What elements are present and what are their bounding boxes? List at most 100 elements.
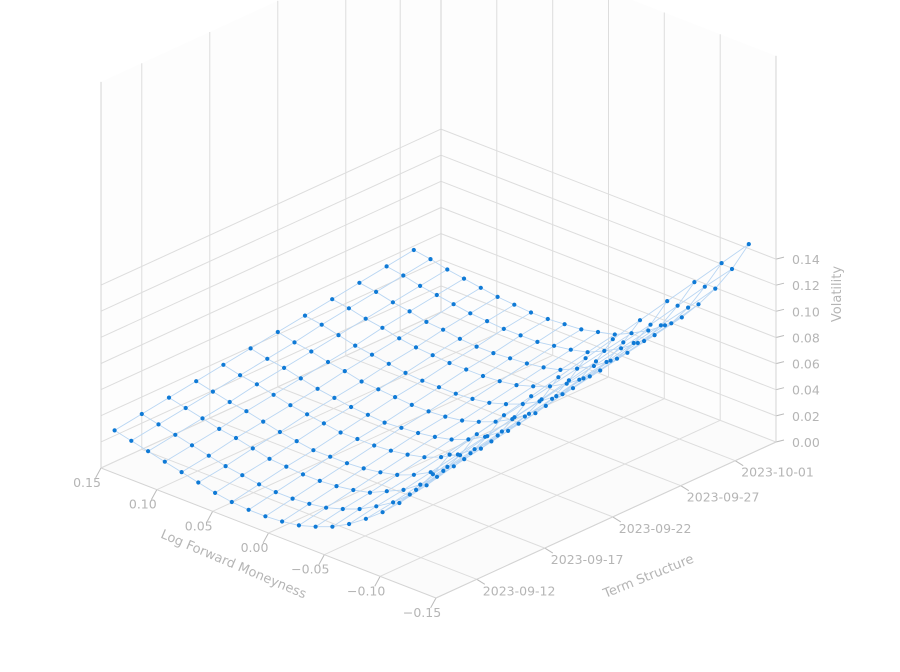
z-tick-label: 0.04	[792, 383, 820, 398]
data-point	[374, 289, 379, 294]
data-point	[422, 455, 427, 460]
z-gridline-right	[440, 207, 777, 338]
data-point	[434, 474, 440, 479]
data-point	[277, 429, 282, 435]
data-point	[265, 356, 270, 361]
z-tick-mark	[775, 308, 785, 312]
data-point	[631, 340, 636, 346]
data-point	[397, 336, 402, 341]
data-point	[309, 349, 314, 354]
data-point	[608, 358, 613, 363]
data-point	[221, 362, 226, 367]
data-point	[374, 504, 379, 509]
data-point	[325, 359, 331, 365]
y-tick-mark	[734, 460, 744, 467]
data-point	[280, 519, 285, 524]
data-point	[434, 292, 439, 298]
y-tick-label: 2023-09-27	[687, 490, 760, 505]
wire-line-moneyness	[449, 243, 750, 455]
x-axis-line	[100, 467, 437, 599]
data-point	[248, 346, 253, 351]
data-point	[604, 359, 609, 365]
data-point	[367, 490, 373, 495]
data-point	[510, 417, 515, 422]
data-point	[206, 453, 211, 458]
data-point	[686, 305, 691, 310]
data-point	[445, 464, 450, 469]
data-point	[292, 340, 297, 345]
data-point	[302, 313, 308, 318]
data-point	[518, 333, 523, 338]
x-tick-label: 0.10	[129, 497, 157, 512]
data-point	[250, 446, 255, 451]
data-point	[346, 306, 351, 311]
wire-line-moneyness	[131, 258, 431, 442]
wire-line-moneyness	[114, 249, 415, 431]
z-tick-label: 0.00	[792, 435, 820, 450]
data-point	[556, 375, 561, 380]
data-point	[244, 409, 249, 414]
data-point	[401, 487, 406, 492]
data-point	[512, 302, 517, 307]
data-point	[552, 343, 557, 348]
x-tick-label: −0.05	[291, 562, 329, 577]
x-gridline-floor	[212, 354, 553, 512]
data-point	[522, 414, 528, 419]
data-point	[503, 402, 509, 407]
data-point	[324, 505, 329, 510]
wire-line-moneyness	[382, 317, 683, 513]
data-point	[139, 411, 144, 417]
data-point	[330, 524, 335, 529]
data-point	[273, 490, 278, 495]
data-point	[575, 366, 580, 371]
data-point	[566, 378, 572, 383]
data-point	[162, 459, 167, 464]
data-point	[441, 327, 446, 332]
data-point	[384, 264, 389, 269]
data-points	[112, 242, 751, 529]
z-tick-label: 0.06	[792, 357, 820, 372]
data-point	[342, 369, 347, 374]
y-tick-mark	[476, 578, 486, 585]
wire-line-moneyness	[265, 323, 565, 517]
z-gridline-left	[100, 128, 442, 286]
data-point	[451, 464, 456, 469]
data-point	[254, 382, 259, 387]
data-point	[210, 389, 215, 394]
z-tick-mark	[775, 439, 785, 443]
data-point	[587, 374, 592, 379]
data-point	[229, 499, 234, 505]
data-point	[478, 285, 483, 290]
data-point	[357, 506, 362, 512]
data-point	[347, 521, 352, 527]
data-point	[336, 333, 341, 338]
data-point	[619, 346, 624, 351]
data-point	[658, 323, 664, 328]
data-point	[493, 419, 498, 424]
y-gridline-floor	[400, 330, 736, 462]
data-point	[267, 456, 272, 461]
z-tick-mark	[775, 387, 785, 391]
data-point	[499, 429, 504, 434]
data-point	[468, 451, 473, 456]
data-point	[558, 367, 563, 372]
wire-line-moneyness	[214, 304, 515, 494]
data-point	[508, 356, 513, 361]
data-point	[464, 367, 469, 372]
data-point	[413, 345, 419, 350]
data-point	[263, 514, 268, 519]
data-point	[516, 421, 521, 426]
data-point	[405, 452, 410, 457]
data-point	[439, 455, 444, 460]
data-point	[719, 261, 724, 266]
data-point	[491, 351, 496, 356]
x-tick-mark	[206, 511, 214, 522]
data-point	[166, 395, 172, 400]
data-point	[359, 379, 364, 384]
data-point	[665, 299, 670, 304]
x-gridline-floor	[324, 398, 665, 556]
data-point	[311, 448, 316, 453]
data-point	[414, 487, 419, 492]
y-gridline-floor	[277, 386, 613, 518]
wire-line-moneyness	[298, 331, 599, 526]
